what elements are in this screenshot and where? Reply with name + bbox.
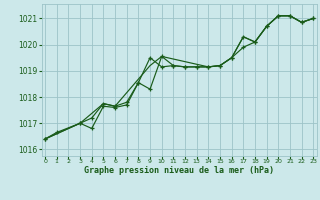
X-axis label: Graphe pression niveau de la mer (hPa): Graphe pression niveau de la mer (hPa)	[84, 166, 274, 175]
